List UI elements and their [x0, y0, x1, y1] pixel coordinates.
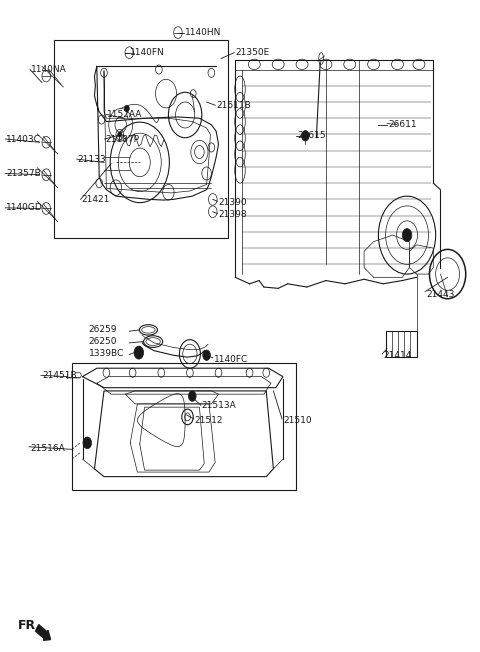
Circle shape [301, 130, 309, 141]
Text: 21451B: 21451B [42, 371, 77, 380]
Text: 21512: 21512 [195, 415, 223, 424]
Bar [385, 331, 417, 357]
Bar [54, 40, 228, 239]
Circle shape [203, 350, 210, 361]
Text: 21443: 21443 [426, 290, 455, 299]
Text: 21350E: 21350E [235, 48, 269, 57]
Text: 21414: 21414 [383, 351, 411, 360]
Text: 1140HN: 1140HN [185, 28, 221, 37]
Bar [72, 363, 296, 490]
Text: 21133: 21133 [78, 155, 107, 164]
Circle shape [189, 391, 196, 402]
Text: 21611B: 21611B [216, 101, 251, 110]
Circle shape [83, 437, 92, 449]
Text: 21398: 21398 [218, 211, 247, 220]
Text: 26259: 26259 [89, 325, 117, 334]
Text: 21516A: 21516A [30, 443, 65, 452]
Text: 21513A: 21513A [202, 401, 237, 409]
Text: FR.: FR. [18, 619, 41, 632]
Text: 11403C: 11403C [6, 134, 41, 143]
Text: 21421: 21421 [82, 195, 110, 204]
Text: 26611: 26611 [388, 120, 417, 129]
Text: 21357B: 21357B [6, 169, 41, 178]
Circle shape [402, 229, 412, 242]
Text: 21510: 21510 [283, 415, 312, 424]
Circle shape [124, 105, 129, 111]
Text: 26250: 26250 [89, 337, 117, 346]
FancyArrow shape [36, 625, 50, 640]
Text: 1140NA: 1140NA [31, 65, 67, 74]
Text: 1152AA: 1152AA [108, 110, 143, 119]
Text: 21390: 21390 [218, 198, 247, 207]
Circle shape [118, 132, 121, 137]
Text: 1140FC: 1140FC [214, 355, 248, 364]
Text: 26615: 26615 [297, 131, 326, 140]
Text: 1140GD: 1140GD [6, 203, 43, 213]
Text: 1140FN: 1140FN [130, 48, 165, 57]
Text: 1339BC: 1339BC [89, 349, 124, 358]
Circle shape [134, 346, 144, 359]
Text: 21187P: 21187P [106, 134, 139, 143]
